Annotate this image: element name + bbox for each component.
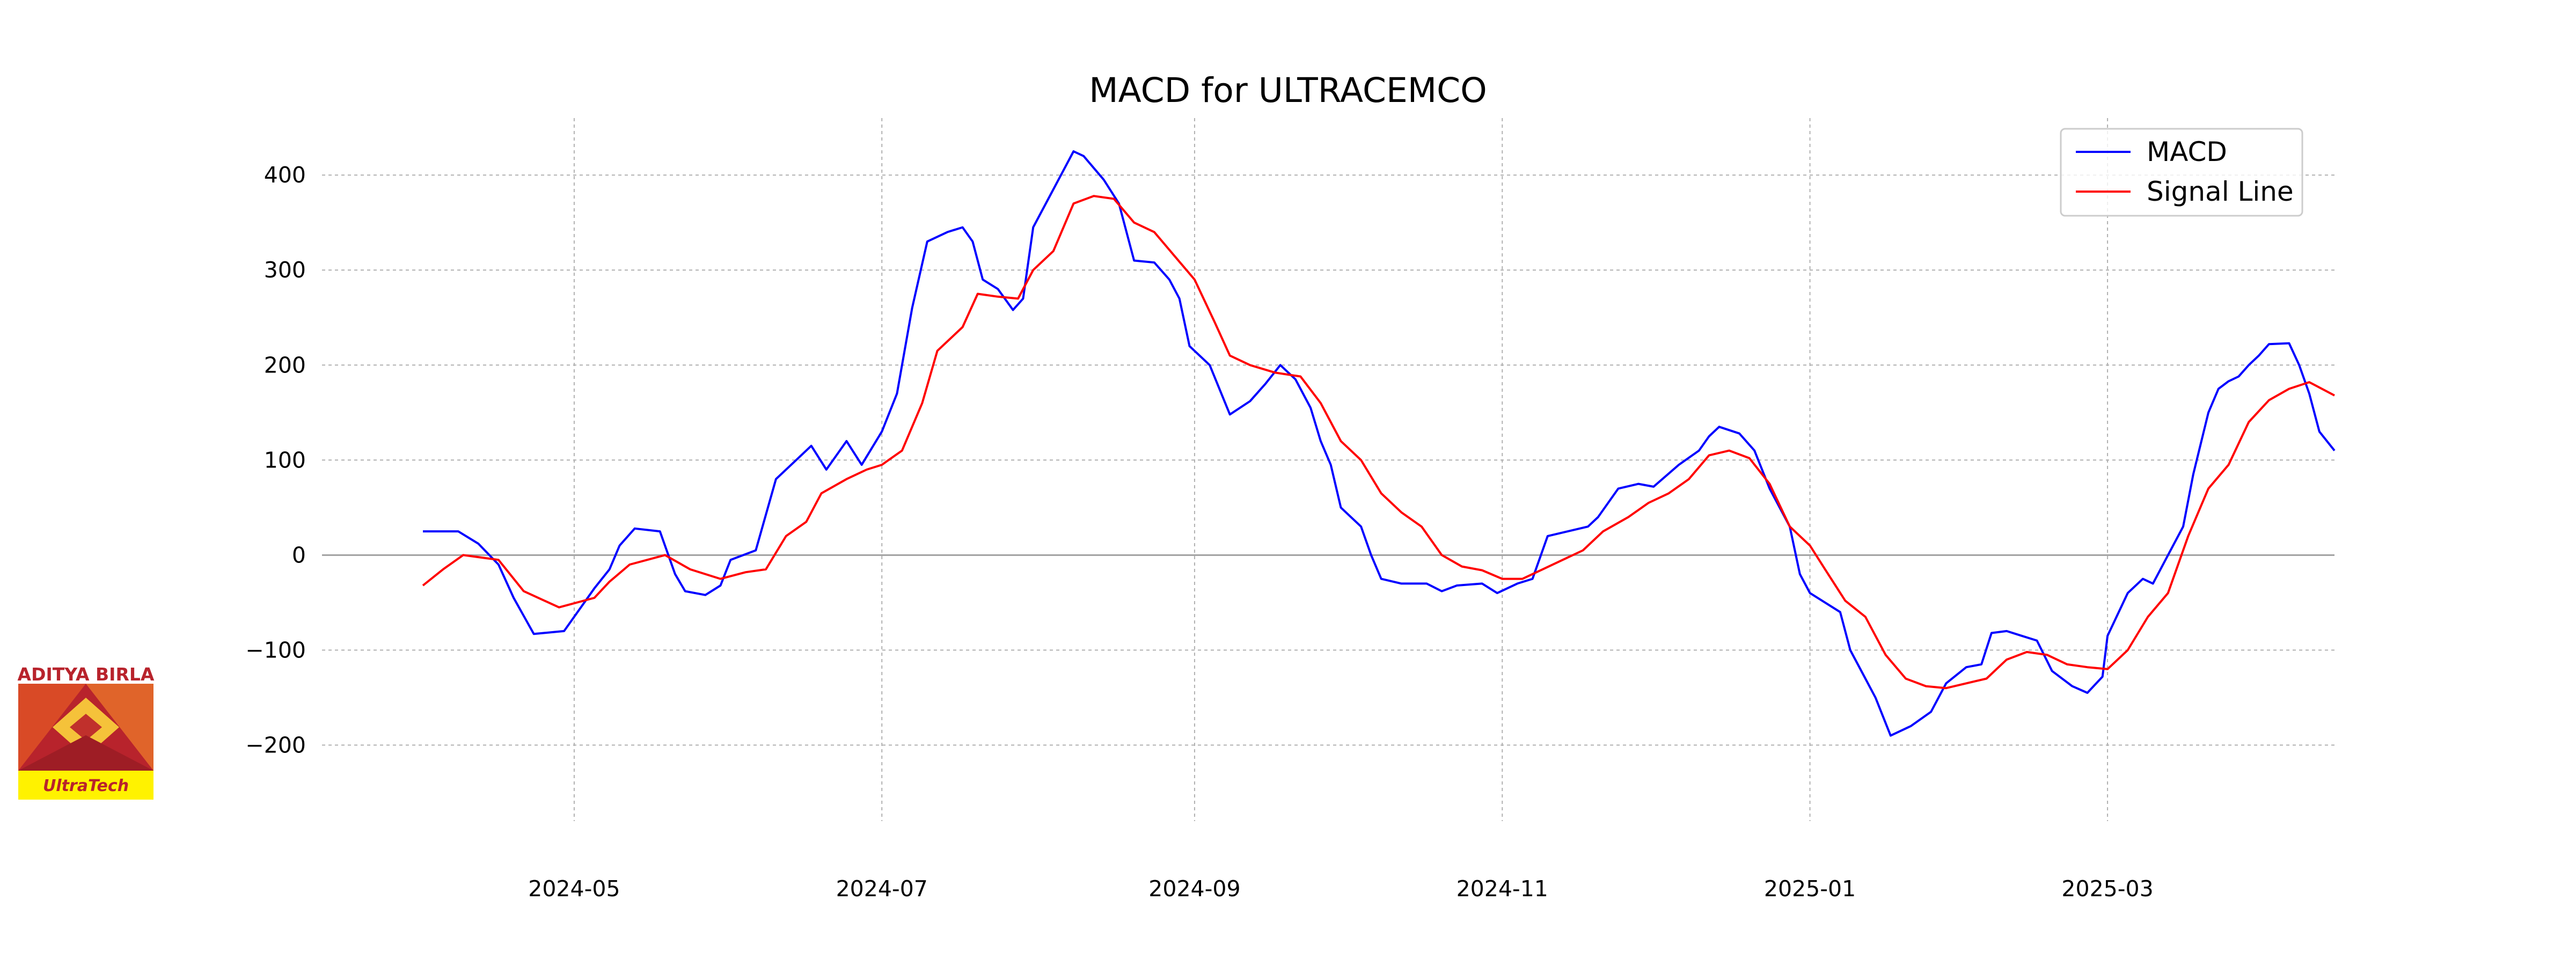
legend: MACD Signal Line xyxy=(2060,128,2303,217)
series-line-macd xyxy=(423,150,2336,737)
y-tick-label: 300 xyxy=(264,257,306,283)
logo-emblem-inner xyxy=(70,714,102,741)
legend-label-macd: MACD xyxy=(2147,136,2227,167)
x-tick-label: 2024-09 xyxy=(1148,876,1240,902)
series-layer xyxy=(422,150,2336,737)
ultratech-logo: ADITYA BIRLA UltraTech xyxy=(18,664,155,800)
x-tick-label: 2025-03 xyxy=(2061,876,2153,902)
grid-lines xyxy=(322,118,2334,821)
logo-emblem-bottom xyxy=(18,735,153,771)
logo-yellow-band xyxy=(18,771,153,800)
y-tick-label: 200 xyxy=(264,352,306,378)
y-tick-label: 100 xyxy=(264,447,306,473)
x-tick-label: 2024-11 xyxy=(1457,876,1548,902)
x-tick-label: 2024-07 xyxy=(836,876,928,902)
x-tick-label: 2025-01 xyxy=(1764,876,1856,902)
legend-label-signal-line: Signal Line xyxy=(2147,176,2294,207)
y-tick-label: 0 xyxy=(292,542,306,568)
logo-bottom-text: UltraTech xyxy=(43,777,129,795)
y-tick-label: 400 xyxy=(264,162,306,188)
y-tick-label: −200 xyxy=(245,732,306,758)
y-tick-label: −100 xyxy=(245,637,306,663)
legend-frame xyxy=(2060,128,2303,217)
x-tick-label: 2024-05 xyxy=(528,876,620,902)
logo-emblem-left xyxy=(18,684,86,771)
logo-emblem-right xyxy=(86,684,153,771)
logo-top-text: ADITYA BIRLA xyxy=(18,664,155,685)
series-line-signal-line xyxy=(422,195,2335,690)
tick-labels: −200 −100 0 100 200 300 400 2024-05 2024-07 2024-… xyxy=(245,162,2153,902)
chart-title: MACD for ULTRACEMCO xyxy=(1089,71,1487,110)
